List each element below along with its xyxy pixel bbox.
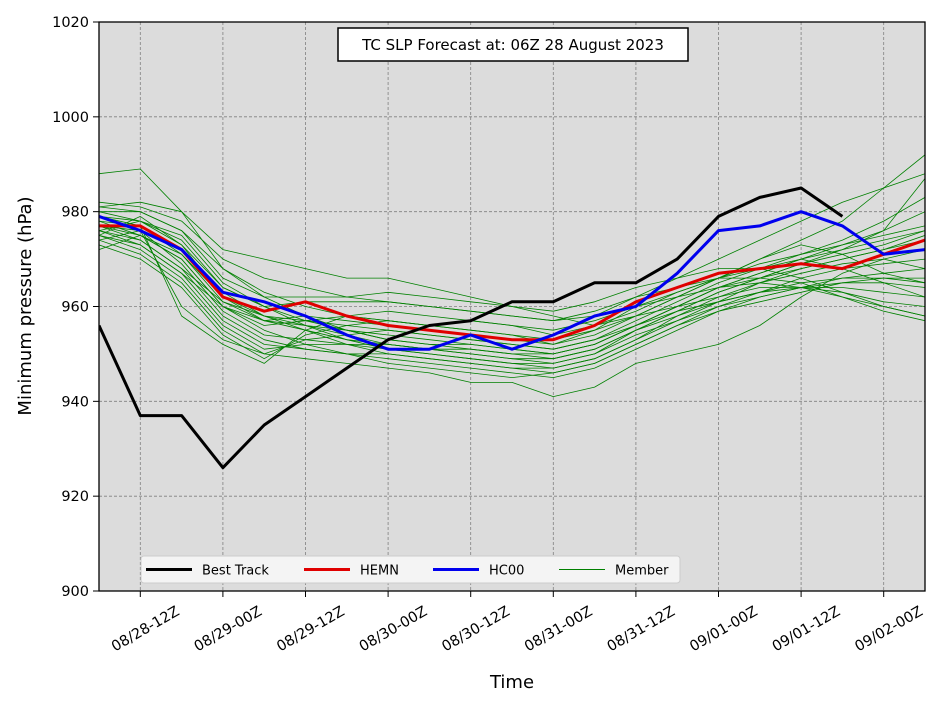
hemn-line <box>99 224 925 342</box>
member-line-6 <box>99 220 925 378</box>
legend-label: Member <box>615 564 669 579</box>
y-axis-title: Minimum pressure (hPa) <box>15 196 36 415</box>
hc00-line <box>99 210 925 351</box>
member-line-18 <box>99 230 925 397</box>
title-frame <box>337 27 689 62</box>
legend-label: HC00 <box>489 564 524 579</box>
y-tick-label: 1000 <box>52 110 89 126</box>
best-track-line <box>99 186 844 470</box>
y-tick-label: 920 <box>61 489 89 505</box>
y-tick-label: 940 <box>61 394 89 410</box>
y-axis: 900 920 940 960 980 1000 1020 <box>52 15 99 600</box>
y-tick-label: 960 <box>61 300 89 316</box>
y-tick-label: 900 <box>61 584 89 600</box>
series-layer <box>99 154 925 470</box>
legend: Best Track HEMN HC00 Member <box>140 555 681 584</box>
member-line-24 <box>99 235 925 360</box>
member-line-22 <box>99 178 925 360</box>
y-tick-label: 980 <box>61 205 89 221</box>
legend-box <box>140 555 681 584</box>
chart-title-box: TC SLP Forecast at: 06Z 28 August 2023 <box>337 27 689 62</box>
legend-label: Best Track <box>202 564 269 579</box>
legend-label: HEMN <box>360 564 399 579</box>
member-line-14 <box>99 211 925 317</box>
member-line-20 <box>99 206 925 336</box>
member-line-8 <box>99 230 925 374</box>
member-line-21 <box>99 197 925 350</box>
member-line-16 <box>99 225 925 369</box>
y-tick-label: 1020 <box>52 15 89 31</box>
chart-title: TC SLP Forecast at: 06Z 28 August 2023 <box>361 36 664 54</box>
x-axis-title: Time <box>489 672 534 693</box>
member-line-19 <box>99 216 925 364</box>
